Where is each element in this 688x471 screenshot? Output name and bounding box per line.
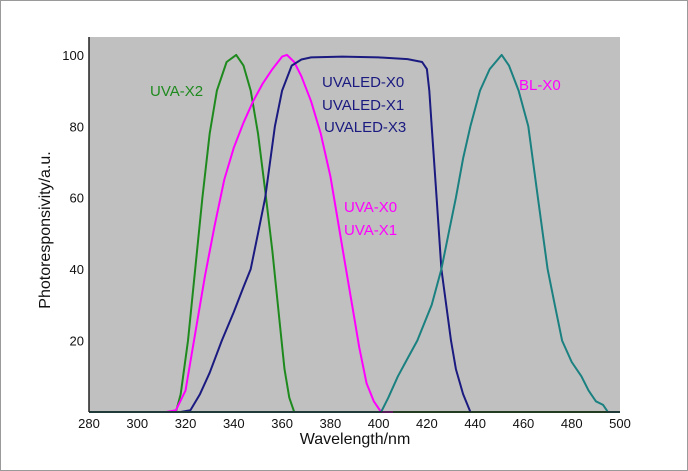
y-tick-label: 40 xyxy=(70,262,84,277)
x-tick-label: 340 xyxy=(223,416,245,431)
x-tick-label: 480 xyxy=(561,416,583,431)
x-tick-label: 380 xyxy=(320,416,342,431)
label-uva-x1: UVA-X1 xyxy=(344,222,397,239)
x-ticks: 280 300 320 340 360 380 400 420 440 460 480 500 xyxy=(78,416,631,431)
label-uvaled-x1: UVALED-X1 xyxy=(322,97,404,114)
label-uva-x0: UVA-X0 xyxy=(344,199,397,216)
x-tick-label: 280 xyxy=(78,416,100,431)
label-uvaled-x3: UVALED-X3 xyxy=(324,119,406,136)
y-ticks: 20 40 60 80 100 xyxy=(62,48,84,349)
y-axis-label: Photoresponsivity/a.u. xyxy=(37,151,54,308)
x-tick-label: 400 xyxy=(368,416,390,431)
y-tick-label: 100 xyxy=(62,48,84,63)
y-tick-label: 80 xyxy=(70,119,84,134)
x-tick-label: 420 xyxy=(416,416,438,431)
series-line-0 xyxy=(89,53,620,413)
label-uva-x2: UVA-X2 xyxy=(150,83,203,100)
series-group xyxy=(89,53,620,413)
x-tick-label: 360 xyxy=(271,416,293,431)
series-line-3 xyxy=(89,53,620,413)
label-uvaled-x0: UVALED-X0 xyxy=(322,74,404,91)
x-tick-label: 300 xyxy=(126,416,148,431)
y-tick-label: 20 xyxy=(70,334,84,349)
series-line-2 xyxy=(180,55,472,413)
series-line-1 xyxy=(166,53,394,413)
plot-area xyxy=(89,37,620,412)
label-bl-x0: BL-X0 xyxy=(519,77,561,94)
y-tick-label: 60 xyxy=(70,191,84,206)
x-tick-label: 440 xyxy=(464,416,486,431)
x-axis-label: Wavelength/nm xyxy=(300,431,411,448)
x-tick-label: 500 xyxy=(609,416,631,431)
x-tick-label: 460 xyxy=(513,416,535,431)
x-tick-label: 320 xyxy=(175,416,197,431)
